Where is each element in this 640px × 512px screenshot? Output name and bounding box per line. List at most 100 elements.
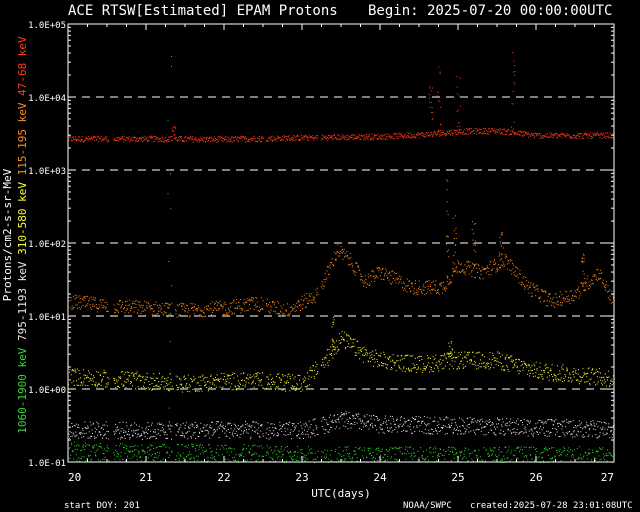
data-point xyxy=(214,428,216,430)
data-point xyxy=(159,424,161,426)
data-point xyxy=(188,137,190,139)
data-point xyxy=(231,389,233,391)
data-point xyxy=(517,418,519,420)
data-point xyxy=(222,424,224,426)
data-point xyxy=(84,140,86,142)
data-point xyxy=(375,416,377,417)
data-point xyxy=(571,297,572,299)
data-point xyxy=(458,352,460,354)
data-point xyxy=(567,295,569,297)
data-point xyxy=(145,431,147,433)
data-point xyxy=(425,424,427,426)
data-point xyxy=(423,368,425,370)
data-point xyxy=(557,422,559,424)
data-point xyxy=(274,388,276,390)
data-point xyxy=(89,455,91,456)
data-point xyxy=(507,428,509,430)
data-point xyxy=(313,139,315,141)
data-point xyxy=(366,414,368,416)
data-point xyxy=(540,421,542,423)
data-point xyxy=(239,382,241,384)
data-point xyxy=(608,135,609,137)
data-point xyxy=(147,422,149,424)
data-point xyxy=(222,446,224,448)
data-point xyxy=(166,452,168,454)
data-point xyxy=(412,136,414,138)
data-point xyxy=(126,455,128,457)
data-point xyxy=(359,358,361,360)
data-point xyxy=(558,378,560,380)
data-point xyxy=(203,140,205,142)
data-point xyxy=(379,355,381,357)
data-point xyxy=(275,453,277,455)
data-point xyxy=(227,140,229,142)
data-point xyxy=(451,357,453,359)
data-point xyxy=(337,460,339,462)
data-point xyxy=(88,300,90,302)
data-point xyxy=(166,451,168,453)
data-point xyxy=(237,385,239,387)
data-point xyxy=(191,138,193,140)
data-point xyxy=(101,379,103,380)
data-point xyxy=(74,448,76,450)
data-point xyxy=(489,352,491,354)
data-point xyxy=(195,455,197,457)
data-point xyxy=(528,136,529,138)
data-point xyxy=(365,286,367,288)
data-point xyxy=(277,312,279,314)
data-point xyxy=(238,454,240,456)
data-point xyxy=(285,446,287,448)
data-point xyxy=(169,303,171,305)
data-point xyxy=(484,426,486,428)
data-point xyxy=(262,388,264,390)
data-point xyxy=(135,432,136,434)
data-point xyxy=(520,420,522,421)
data-point xyxy=(167,452,169,454)
data-point xyxy=(513,134,515,136)
data-point xyxy=(170,136,172,138)
data-point xyxy=(542,378,544,380)
data-point xyxy=(528,292,530,294)
data-point xyxy=(448,352,450,354)
data-point xyxy=(120,377,121,379)
data-point xyxy=(308,302,310,304)
data-point xyxy=(581,376,583,378)
data-point xyxy=(214,380,215,381)
data-point xyxy=(499,352,500,354)
data-point xyxy=(598,278,600,280)
data-point xyxy=(456,266,457,268)
data-point xyxy=(184,427,186,429)
data-point xyxy=(568,300,570,302)
data-point xyxy=(594,425,596,427)
data-point xyxy=(80,458,82,460)
data-point xyxy=(580,381,582,383)
data-point xyxy=(89,437,91,439)
data-point xyxy=(97,308,99,310)
data-point xyxy=(235,430,237,432)
data-point xyxy=(445,235,447,237)
data-point xyxy=(449,282,451,284)
data-point xyxy=(221,426,223,428)
data-point xyxy=(184,379,186,380)
data-point xyxy=(447,214,449,216)
data-point xyxy=(105,450,107,452)
data-point xyxy=(243,447,244,449)
data-point xyxy=(349,264,350,266)
data-point xyxy=(346,419,348,421)
data-point xyxy=(501,366,503,368)
data-point xyxy=(224,376,226,378)
data-point xyxy=(243,379,245,381)
data-point xyxy=(323,416,324,418)
data-point xyxy=(148,302,149,304)
data-point xyxy=(305,433,307,435)
data-point xyxy=(386,136,388,138)
data-point xyxy=(513,272,515,274)
data-point xyxy=(178,314,180,316)
data-point xyxy=(367,447,369,449)
data-point xyxy=(161,303,163,305)
data-point xyxy=(398,426,400,427)
data-point xyxy=(149,136,151,138)
data-point xyxy=(551,364,553,366)
data-point xyxy=(347,334,349,336)
data-point xyxy=(185,445,187,447)
